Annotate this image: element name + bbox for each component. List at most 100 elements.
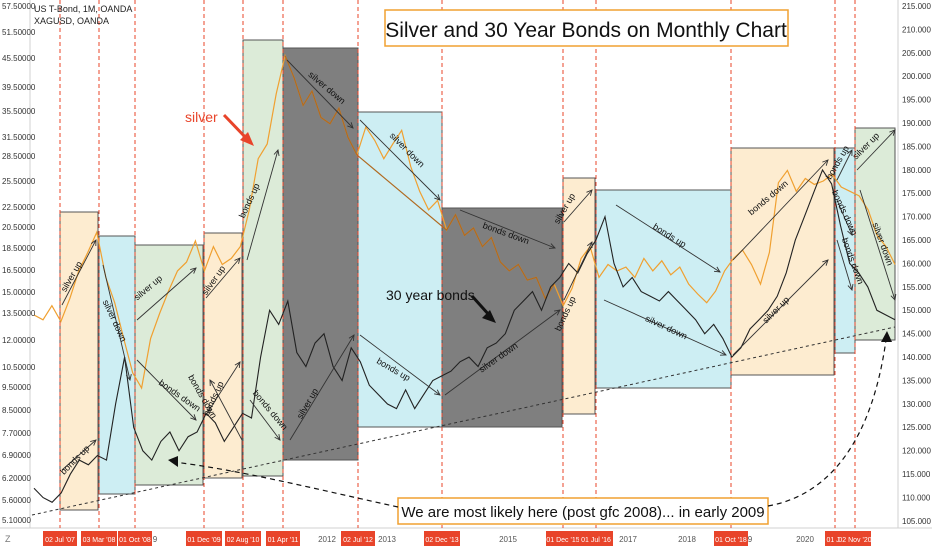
trend-arrowhead — [190, 267, 197, 274]
left-axis-tick: 57.50000 — [2, 2, 36, 11]
left-axis-tick: 10.50000 — [2, 363, 36, 372]
trend-arrowhead — [586, 189, 593, 196]
likely-here-right-curve — [767, 339, 887, 507]
right-axis-tick: 120.000 — [902, 447, 931, 456]
left-axis-tick: 16.50000 — [2, 266, 36, 275]
trend-arrow — [732, 259, 829, 356]
date-badge — [579, 531, 613, 546]
likely-here-left-curve — [173, 461, 399, 508]
right-axis-tick: 210.000 — [902, 25, 931, 34]
date-badge-label: 01 Jul '16 — [581, 537, 611, 544]
trend-arrowhead — [890, 293, 897, 301]
bonds-arrow-head — [482, 310, 496, 323]
year-label: 2015 — [499, 535, 517, 544]
date-badge — [546, 531, 580, 546]
left-axis-tick: 6.20000 — [2, 474, 31, 483]
box-6 — [282, 47, 359, 461]
date-badge — [225, 531, 261, 546]
likely-here-left-arrowhead — [168, 456, 178, 467]
box-7 — [357, 111, 443, 428]
trend-arrowhead — [348, 334, 355, 342]
left-axis-tick: 9.50000 — [2, 383, 31, 392]
left-axis-tick: 18.50000 — [2, 244, 36, 253]
year-label: 2020 — [796, 535, 814, 544]
trend-arrow — [459, 209, 556, 249]
trend-arrow — [102, 264, 131, 381]
trend-arrow — [359, 334, 441, 396]
date-badge — [839, 531, 871, 546]
box-2 — [98, 235, 136, 495]
trend-arrow — [444, 309, 561, 396]
trend-arrow — [289, 334, 355, 441]
trend-arrow — [61, 439, 97, 471]
trend-arrow — [836, 149, 853, 181]
trend-arrowhead — [90, 239, 97, 247]
right-axis-tick: 160.000 — [902, 259, 931, 268]
right-axis-tick: 125.000 — [902, 423, 931, 432]
trend-arrowhead — [719, 350, 727, 356]
trend-arrowhead — [209, 379, 216, 387]
date-badge-label: 01 Oct '08 — [119, 537, 151, 544]
year-label: 2013 — [378, 535, 396, 544]
left-axis-tick: 20.50000 — [2, 223, 36, 232]
trend-arrow — [856, 129, 896, 171]
trend-arrow — [603, 299, 727, 356]
year-label: 2018 — [678, 535, 696, 544]
date-badge-label: 03 Mar '08 — [83, 537, 116, 544]
likely-here-right-arrowhead — [881, 331, 892, 342]
trend-arrow — [563, 241, 593, 301]
box-5 — [242, 39, 284, 477]
trend-arrow — [359, 119, 441, 201]
left-axis-tick: 51.50000 — [2, 28, 36, 37]
left-axis-tick: 22.50000 — [2, 203, 36, 212]
left-axis-tick: 5.10000 — [2, 516, 31, 525]
trend-arrowhead — [846, 149, 853, 157]
x-axis: 02 Jul '07 03 Mar '08 01 Oct '08 01 Dec '09… — [43, 531, 872, 546]
trend-arrowhead — [713, 266, 721, 273]
date-badge-label: 02 Jul '12 — [343, 537, 373, 544]
left-axis-tick: 13.50000 — [2, 309, 36, 318]
date-badge-label: 01 Ju — [826, 537, 843, 544]
trend-arrow — [246, 149, 279, 261]
left-axis-tick: 31.50000 — [2, 133, 36, 142]
left-axis-tick: 8.50000 — [2, 406, 31, 415]
title-box — [384, 9, 789, 47]
right-axis-tick: 200.000 — [902, 72, 931, 81]
year-label: 2012 — [318, 535, 336, 544]
trend-arrowhead — [274, 434, 281, 441]
trend-arrowhead — [234, 257, 241, 264]
z-label: Z — [5, 534, 11, 544]
trend-arrowhead — [847, 284, 854, 291]
chart-title: Silver and 30 Year Bonds on Monthly Char… — [385, 19, 787, 42]
silver-arrow-head — [240, 132, 254, 146]
left-axis-tick: 25.50000 — [2, 177, 36, 186]
date-badge-label: 02 Jul '07 — [45, 537, 75, 544]
trend-arrowhead — [822, 259, 829, 266]
year-label: 9 — [153, 535, 158, 544]
date-badge-label: 01 Apr '11 — [268, 537, 299, 544]
right-axis-tick: 110.000 — [902, 493, 931, 502]
date-badge-label: 01 Dec '09 — [187, 537, 220, 544]
date-guide-lines — [59, 0, 856, 528]
date-badge — [118, 531, 152, 546]
box-4 — [203, 232, 243, 479]
trend-arrowhead — [889, 129, 896, 136]
right-axis-tick: 135.000 — [902, 376, 931, 385]
secondary-symbol-line: XAGUSD, OANDA — [34, 16, 109, 26]
trend-arrowhead — [822, 159, 829, 166]
right-axis-tick: 195.000 — [902, 96, 931, 105]
left-axis: 57.50000 51.50000 45.50000 39.50000 35.50000… — [2, 2, 36, 525]
bonds-annotation: 30 year bonds — [386, 287, 475, 303]
right-axis-tick: 190.000 — [902, 119, 931, 128]
trend-arrow — [859, 189, 896, 301]
trend-arrow — [249, 399, 281, 441]
left-axis-tick: 5.60000 — [2, 496, 31, 505]
likely-here-box — [397, 497, 769, 525]
date-badge — [424, 531, 460, 546]
trend-arrowhead — [273, 149, 280, 156]
silver-annotation: silver — [185, 109, 218, 125]
date-badge — [186, 531, 222, 546]
silver-price-line-dark — [284, 55, 555, 300]
left-axis-tick: 6.90000 — [2, 451, 31, 460]
